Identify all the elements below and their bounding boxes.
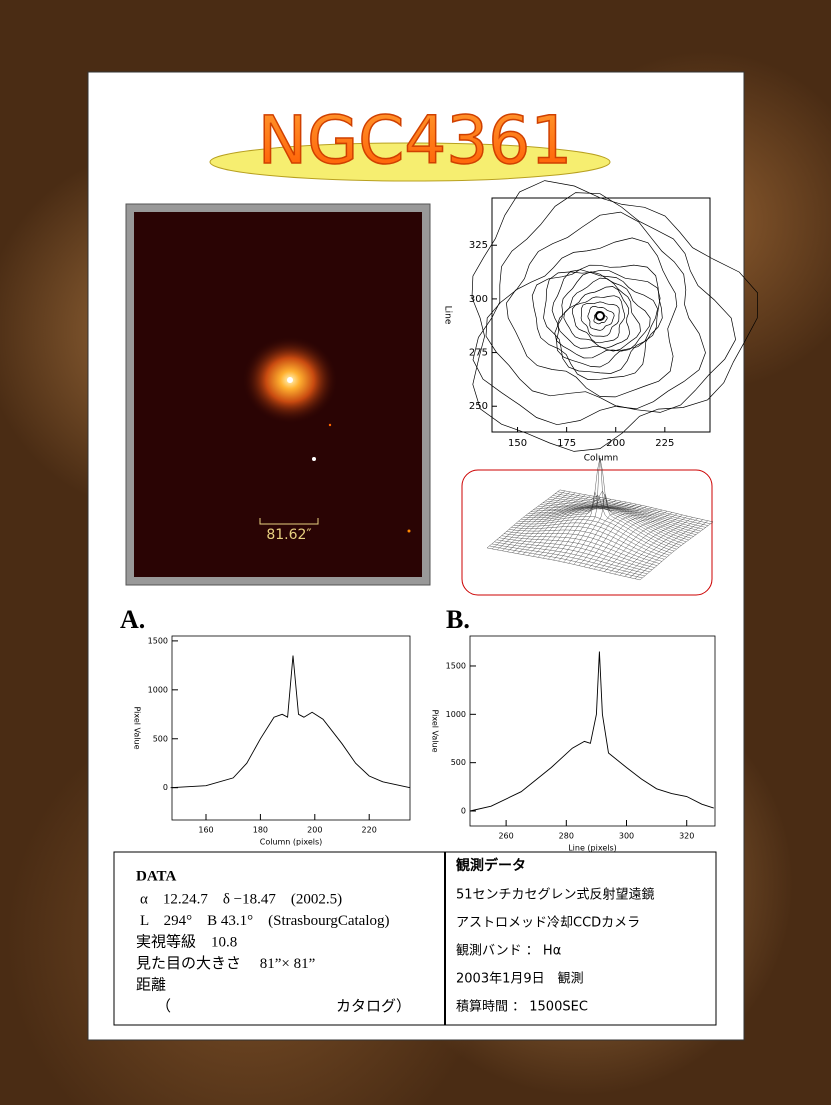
table-line: 実視等級 10.8 <box>136 932 237 950</box>
x-axis-label: Column (pixels) <box>260 838 323 847</box>
contour-line <box>531 264 663 380</box>
surface-mesh <box>559 489 714 523</box>
plot-label: B. <box>446 605 470 634</box>
plot-frame <box>171 635 411 821</box>
table-line: 距離 <box>136 975 166 993</box>
x-axis-label: Column <box>584 454 618 464</box>
surface-mesh <box>550 497 704 530</box>
y-tick-label: 500 <box>451 758 466 767</box>
surface-mesh <box>639 521 714 581</box>
surface-mesh <box>619 517 693 576</box>
star <box>287 377 293 383</box>
x-tick-label: 280 <box>559 832 574 841</box>
title-ellipse <box>209 142 611 182</box>
y-tick-label: 250 <box>469 401 488 412</box>
contour-line <box>551 269 658 368</box>
x-tick-label: 200 <box>307 826 322 835</box>
surface-frame <box>461 469 713 596</box>
y-axis-label: Line <box>443 306 453 325</box>
x-tick-label: 175 <box>557 438 576 449</box>
contour-line <box>587 306 615 331</box>
table-line: 51センチカセグレン式反射望遠鏡 <box>456 887 655 903</box>
table-line: アストロメッド冷却CCDカメラ <box>456 916 640 931</box>
table-line: 2003年1月9日 観測 <box>456 972 584 987</box>
y-tick-label: 1500 <box>148 636 168 645</box>
y-tick-label: 1000 <box>446 710 466 719</box>
contour-line <box>557 277 641 352</box>
contour-line <box>485 211 706 410</box>
x-tick-label: 225 <box>655 438 674 449</box>
surface-mesh <box>552 495 706 528</box>
y-tick-label: 1500 <box>446 661 466 670</box>
x-tick-label: 150 <box>508 438 527 449</box>
table-line: 見た目の大きさ 81”× 81” <box>136 955 315 972</box>
profile-line <box>170 655 411 789</box>
contour-line <box>563 286 631 349</box>
y-tick-label: 300 <box>469 294 488 305</box>
contour-line <box>554 271 651 359</box>
table-line: L 294° B 43.1° (StrasbourgCatalog) <box>140 913 389 929</box>
table-line: 積算時間 ： 1500SEC <box>456 1000 588 1015</box>
y-axis-label: Pixel Value <box>133 706 142 749</box>
x-tick-label: 220 <box>362 826 377 835</box>
scale-bar <box>259 518 319 525</box>
table-line: α 12.24.7 δ −18.47 (2002.5) <box>140 891 342 907</box>
x-axis-label: Line (pixels) <box>568 844 617 853</box>
y-tick-label: 325 <box>469 240 488 251</box>
x-tick-label: 300 <box>619 832 634 841</box>
table-line: 観測バンド ： Hα <box>456 944 561 959</box>
surface-mesh <box>614 515 688 575</box>
contour-line <box>580 301 620 337</box>
contour-line <box>543 269 661 374</box>
x-tick-label: 200 <box>606 438 625 449</box>
data-table <box>113 851 717 1026</box>
surface-mesh <box>557 491 711 524</box>
x-tick-label: 260 <box>498 832 513 841</box>
y-tick-label: 500 <box>153 734 168 743</box>
contour-line <box>472 192 736 426</box>
y-tick-label: 1000 <box>148 685 168 694</box>
title: NGC4361 <box>258 102 573 179</box>
surface-mesh <box>634 520 709 579</box>
plot-label: A. <box>120 605 145 634</box>
table-title: 観測データ <box>456 857 526 874</box>
profile-line <box>469 651 714 812</box>
contour-line <box>572 295 625 344</box>
contour-line <box>506 237 678 398</box>
plot-frame <box>469 635 716 827</box>
surface-mesh <box>555 493 709 526</box>
star <box>312 457 316 461</box>
x-tick-label: 180 <box>253 826 268 835</box>
y-tick-label: 275 <box>469 348 488 359</box>
y-tick-label: 0 <box>163 783 168 792</box>
y-axis-label: Pixel Value <box>431 709 440 752</box>
table-title: DATA <box>136 868 176 884</box>
table-line: （ カタログ） <box>156 998 411 1015</box>
contour-peak <box>595 311 605 321</box>
surface-mesh <box>629 519 703 578</box>
x-tick-label: 160 <box>198 826 213 835</box>
surface-mesh <box>624 518 698 577</box>
y-tick-label: 0 <box>461 807 466 816</box>
star <box>328 423 332 427</box>
contour-frame <box>491 197 711 433</box>
x-tick-label: 320 <box>679 832 694 841</box>
scale-label: 81.62″ <box>266 527 311 543</box>
star <box>407 529 411 533</box>
contour-line <box>471 180 758 452</box>
